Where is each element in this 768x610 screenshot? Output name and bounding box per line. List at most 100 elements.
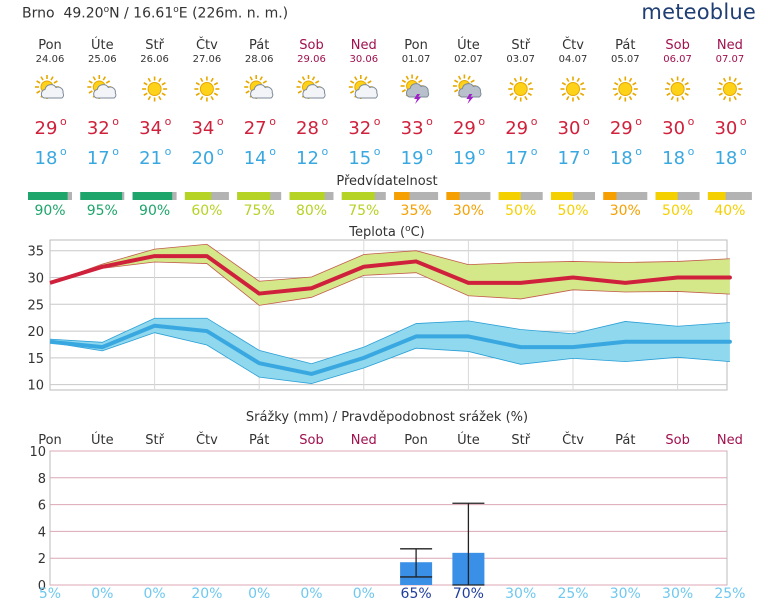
min-temp-value: 20 [191, 148, 214, 169]
predictability-bar-track [446, 192, 491, 200]
predictability-bar [603, 192, 617, 200]
degree-mark: o [322, 145, 329, 158]
degree-mark: o [173, 5, 179, 15]
y-tick-label: 8 [38, 472, 46, 487]
precip-day-label: Čtv [562, 432, 584, 448]
precipitation-probability-value: 0% [248, 586, 270, 602]
day-name: Ned [717, 38, 743, 53]
degree-mark: o [269, 115, 276, 128]
weather-icon-row [35, 74, 743, 104]
degree-mark: o [531, 145, 538, 158]
degree-mark: o [405, 224, 411, 234]
temperature-title-unit: C) [411, 225, 425, 240]
predictability-bar-track [603, 192, 648, 200]
precipitation-day-labels: Pon Úte Stř Čtv Pát Sob Ned Pon Úte Stř Čtv Pát Sob N… [38, 432, 743, 448]
day-date: 27.06 [193, 54, 222, 65]
precipitation-probability-value: 0% [91, 586, 113, 602]
y-tick-label: 10 [27, 379, 44, 394]
min-temp-value: 18 [35, 148, 58, 169]
min-temp-value: 19 [453, 148, 476, 169]
max-temp-value: 30 [558, 118, 581, 139]
degree-mark: o [269, 145, 276, 158]
day-date: 30.06 [349, 54, 378, 65]
y-tick-label: 2 [38, 552, 46, 567]
predictability-value: 60% [191, 203, 222, 219]
degree-mark: o [165, 145, 172, 158]
predictability-bar [394, 192, 410, 200]
max-temp-range-band [50, 244, 730, 306]
max-temp-value: 29 [610, 118, 633, 139]
day-name: Pon [404, 38, 428, 53]
predictability-bar [289, 192, 325, 200]
degree-mark: o [60, 115, 67, 128]
city-name: Brno [22, 5, 55, 22]
precip-day-label: Pon [404, 433, 428, 448]
min-temp-value: 17 [505, 148, 528, 169]
max-temp-band-lower [49, 261, 730, 306]
day-name: Ned [351, 38, 377, 53]
precipitation-probability-value: 30% [662, 586, 693, 602]
day-date: 03.07 [506, 54, 535, 65]
sun-cloud-icon [296, 75, 326, 99]
max-temp-value: 29 [453, 118, 476, 139]
predictability-value: 30% [453, 203, 484, 219]
precip-day-label: Stř [145, 433, 164, 448]
latitude-value: 49.20 [63, 5, 104, 22]
degree-mark: o [583, 115, 590, 128]
day-name: Úte [91, 37, 114, 53]
longitude-suffix: E (226m. n. m.) [178, 5, 289, 22]
predictability-bar-track [707, 192, 752, 200]
max-temp-value: 29 [505, 118, 528, 139]
day-name: Sob [665, 38, 689, 53]
min-temp-range-band [50, 318, 730, 384]
day-date: 05.07 [611, 54, 640, 65]
precipitation-probability-value: 25% [557, 586, 588, 602]
precipitation-probability-value: 65% [401, 586, 432, 602]
predictability-bar [80, 192, 123, 200]
day-name: Čtv [562, 37, 584, 53]
degree-mark: o [688, 115, 695, 128]
precipitation-error-bar [400, 548, 433, 578]
day-date: 24.06 [36, 54, 65, 65]
min-temp-value: 17 [87, 148, 110, 169]
min-temp-band-lower [49, 332, 730, 384]
predictability-bar [28, 192, 68, 200]
sun-icon [508, 76, 534, 102]
temperature-plot-frame [49, 239, 728, 391]
degree-mark: o [478, 145, 485, 158]
day-date: 28.06 [245, 54, 274, 65]
brand-logo[interactable]: meteoblue [641, 0, 756, 24]
precip-day-label: Ned [351, 433, 377, 448]
min-temp-value: 18 [714, 148, 737, 169]
degree-mark: o [112, 115, 119, 128]
precipitation-probability-value: 0% [300, 586, 322, 602]
longitude-value: 16.61 [133, 5, 174, 22]
degree-mark: o [740, 115, 747, 128]
max-temp-value: 33 [401, 118, 424, 139]
min-temp-band-upper [49, 317, 730, 365]
predictability-value: 50% [505, 203, 536, 219]
precip-day-label: Stř [511, 433, 530, 448]
max-temp-value: 32 [348, 118, 371, 139]
day-date: 25.06 [88, 54, 117, 65]
y-tick-label: 6 [38, 499, 46, 514]
predictability-value: 50% [662, 203, 693, 219]
y-tick-label: 20 [27, 325, 44, 340]
degree-mark: o [217, 145, 224, 158]
predictability-bar [341, 192, 375, 200]
predictability-value: 80% [296, 203, 327, 219]
degree-mark: o [112, 145, 119, 158]
precipitation-error-bar [452, 502, 485, 586]
max-temp-value: 27 [244, 118, 267, 139]
predictability-bar [184, 192, 212, 200]
predictability-bar [446, 192, 460, 200]
sun-icon [717, 76, 743, 102]
min-temp-value: 18 [662, 148, 685, 169]
predictability-bar [551, 192, 573, 200]
day-name: Úte [457, 37, 480, 53]
predictability-title: Předvídatelnost [336, 174, 437, 189]
min-temp-value: 21 [139, 148, 162, 169]
sun-cloud-icon [244, 75, 274, 99]
degree-mark: o [478, 115, 485, 128]
